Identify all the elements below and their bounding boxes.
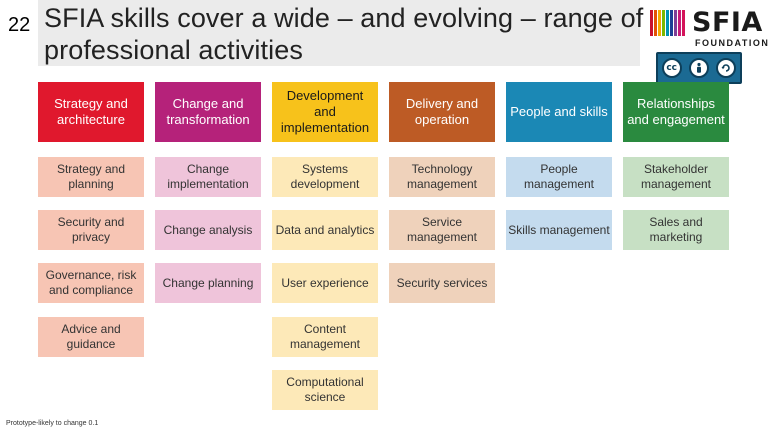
category-column: Strategy and architecture Strategy and pl… bbox=[38, 82, 144, 357]
skill-item: User experience bbox=[272, 263, 378, 303]
recycle-icon bbox=[716, 58, 737, 78]
category-column: Development and implementation Systems de… bbox=[272, 82, 378, 410]
category-header: Delivery and operation bbox=[389, 82, 495, 142]
logo-bar bbox=[674, 10, 677, 36]
skill-item: Change implementation bbox=[155, 157, 261, 197]
skill-item: Change analysis bbox=[155, 210, 261, 250]
skill-item: People management bbox=[506, 157, 612, 197]
logo-bar bbox=[654, 10, 657, 36]
skill-item: Skills management bbox=[506, 210, 612, 250]
skill-item: Technology management bbox=[389, 157, 495, 197]
cc-icon-text: cc bbox=[666, 63, 677, 73]
logo-bar bbox=[682, 10, 685, 36]
category-header: Development and implementation bbox=[272, 82, 378, 142]
sfia-logo: SFIA FOUNDATION bbox=[650, 7, 768, 48]
category-header: Change and transformation bbox=[155, 82, 261, 142]
category-column: Relationships and engagement Stakeholder … bbox=[623, 82, 729, 250]
category-header: Relationships and engagement bbox=[623, 82, 729, 142]
logo-bar bbox=[662, 10, 665, 36]
title-box: SFIA skills cover a wide – and evolving … bbox=[38, 0, 643, 66]
logo-bars-icon bbox=[650, 10, 690, 36]
skill-item: Change planning bbox=[155, 263, 261, 303]
skill-item: Governance, risk and compliance bbox=[38, 263, 144, 303]
skill-item: Advice and guidance bbox=[38, 317, 144, 357]
logo-subtitle: FOUNDATION bbox=[695, 38, 768, 48]
logo-bar bbox=[670, 10, 673, 36]
skill-item: Strategy and planning bbox=[38, 157, 144, 197]
slide-number: 22 bbox=[8, 14, 31, 36]
category-header: People and skills bbox=[506, 82, 612, 142]
page-title: SFIA skills cover a wide – and evolving … bbox=[44, 3, 644, 65]
category-column: Change and transformation Change implemen… bbox=[155, 82, 261, 303]
skill-item: Content management bbox=[272, 317, 378, 357]
skill-item: Systems development bbox=[272, 157, 378, 197]
footer-note: Prototype-likely to change 0.1 bbox=[6, 420, 99, 427]
skill-item: Sales and marketing bbox=[623, 210, 729, 250]
cc-icon: cc bbox=[661, 58, 682, 78]
skill-item: Computational science bbox=[272, 370, 378, 410]
logo-word: SFIA bbox=[692, 7, 763, 38]
skill-item: Data and analytics bbox=[272, 210, 378, 250]
skill-item: Security services bbox=[389, 263, 495, 303]
category-header: Strategy and architecture bbox=[38, 82, 144, 142]
logo-bar bbox=[650, 10, 653, 36]
logo-bar bbox=[678, 10, 681, 36]
logo-bar bbox=[658, 10, 661, 36]
skill-item: Service management bbox=[389, 210, 495, 250]
person-icon bbox=[688, 58, 709, 78]
logo-bar bbox=[666, 10, 669, 36]
skill-item: Security and privacy bbox=[38, 210, 144, 250]
category-column: Delivery and operation Technology managem… bbox=[389, 82, 495, 303]
license-badge: cc bbox=[656, 52, 742, 84]
category-column: People and skills People management Skills… bbox=[506, 82, 612, 250]
skill-item: Stakeholder management bbox=[623, 157, 729, 197]
